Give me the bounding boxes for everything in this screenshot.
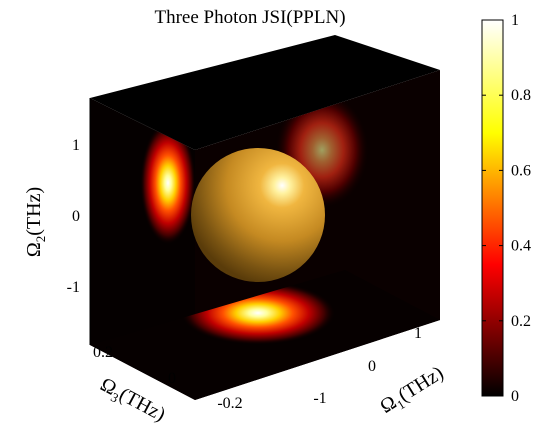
z-tick-02: 0.2 bbox=[93, 344, 113, 361]
y-tick-0: 0 bbox=[72, 208, 80, 225]
x-tick-m1: -1 bbox=[313, 390, 326, 407]
y-axis-label: Ω2(THz) bbox=[23, 187, 48, 257]
colorbar-tick-label: 0.4 bbox=[511, 238, 531, 255]
y-tick-1: 1 bbox=[72, 137, 80, 154]
x-tick-0: 0 bbox=[368, 358, 376, 375]
z-tick-0: 0 bbox=[168, 370, 176, 387]
chart-title: Three Photon JSI(PPLN) bbox=[154, 7, 345, 28]
y-tick-m1: -1 bbox=[67, 279, 80, 296]
x-axis-label: Ω1(THz) bbox=[376, 362, 449, 420]
colorbar-tick-label: 0 bbox=[511, 388, 519, 405]
colorbar-tick-label: 1 bbox=[511, 12, 519, 29]
colorbar-tick-label: 0.6 bbox=[511, 162, 531, 179]
colorbar-gradient bbox=[481, 19, 504, 397]
z-tick-m02: -0.2 bbox=[217, 395, 242, 412]
y-axis: 1 0 -1 Ω2(THz) bbox=[23, 98, 91, 345]
x-tick-1: 1 bbox=[414, 325, 422, 342]
top-face bbox=[90, 35, 440, 150]
colorbar-tick-label: 0.8 bbox=[511, 87, 531, 104]
colorbar-tick-label: 0.2 bbox=[511, 313, 531, 330]
z-axis-label: Ω3(THz) bbox=[95, 374, 169, 429]
projection-left bbox=[140, 121, 195, 245]
colorbar: 0 0.2 0.4 0.6 0.8 1 bbox=[481, 12, 531, 405]
isosurface-sphere bbox=[191, 148, 325, 282]
